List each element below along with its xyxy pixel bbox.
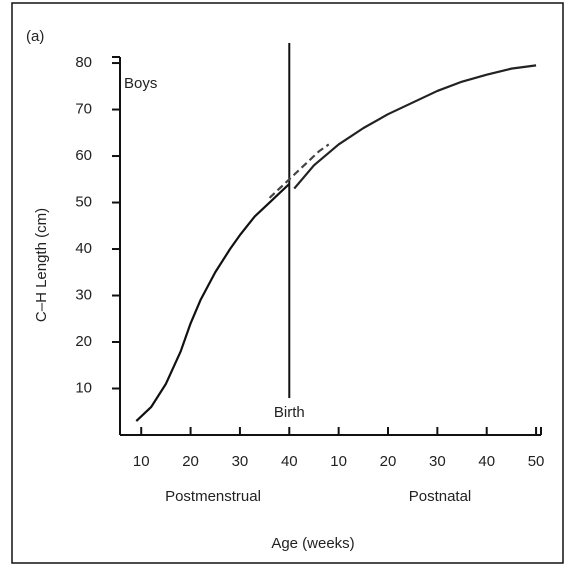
birth-label: Birth — [274, 404, 305, 421]
panel-label: (a) — [26, 28, 44, 45]
y-tick-label: 10 — [75, 379, 92, 396]
y-tick-label: 80 — [75, 54, 92, 71]
line-series — [268, 143, 330, 199]
y-tick-label: 40 — [75, 240, 92, 257]
x-tick-label: 30 — [429, 453, 446, 470]
y-tick-label: 50 — [75, 193, 92, 210]
x-tick-label: 50 — [528, 453, 545, 470]
x-tick-label: 30 — [232, 453, 249, 470]
y-tick-label: 60 — [75, 147, 92, 164]
x-tick-label: 10 — [133, 453, 150, 470]
y-tick-label: 30 — [75, 286, 92, 303]
x-group-label: Postnatal — [409, 488, 472, 505]
x-group-label: Postmenstrual — [165, 488, 261, 505]
x-axis-label: Age (weeks) — [271, 535, 354, 552]
x-tick-label: 10 — [330, 453, 347, 470]
x-tick-label: 20 — [182, 453, 199, 470]
y-axis-label: C–H Length (cm) — [33, 208, 50, 322]
y-tick-label: 20 — [75, 333, 92, 350]
line-series — [135, 183, 291, 422]
frame — [11, 2, 564, 564]
line-series — [293, 64, 537, 190]
x-tick-label: 40 — [281, 453, 298, 470]
x-tick-label: 20 — [380, 453, 397, 470]
x-tick-label: 40 — [478, 453, 495, 470]
annotation: Boys — [124, 75, 157, 92]
y-tick-label: 70 — [75, 101, 92, 118]
